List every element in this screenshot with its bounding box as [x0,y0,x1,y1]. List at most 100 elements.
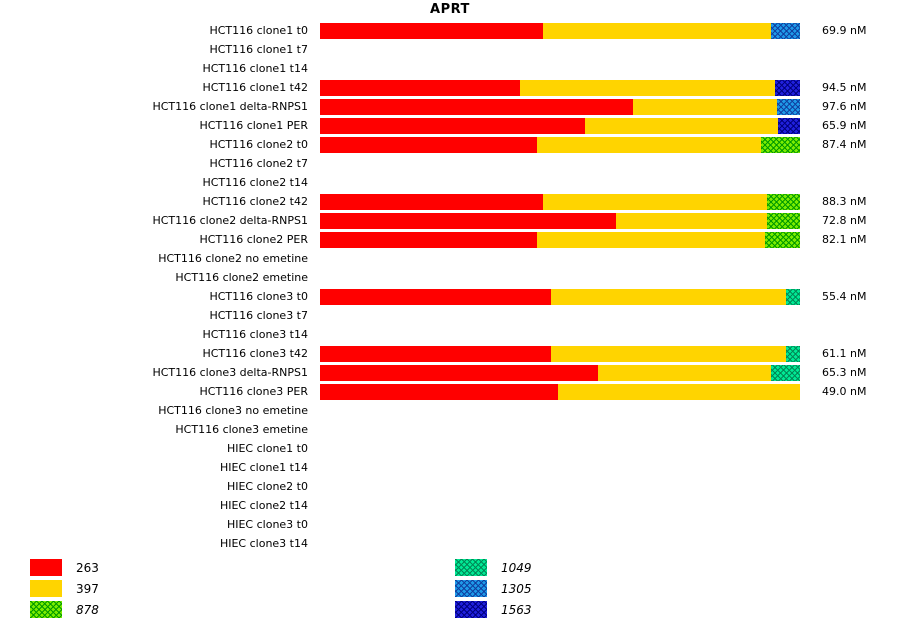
bar-track [320,327,800,343]
row-value: 87.4 nM [822,138,867,151]
bar-segment-263 [320,345,551,362]
row-label: HCT116 clone1 t14 [202,62,308,75]
chart-rows: HCT116 clone1 t0 69.9 nM HCT116 clone1 t7 H… [0,21,900,553]
row-label: HCT116 clone1 t0 [209,24,308,37]
legend-swatch-263 [30,559,62,576]
legend-right-column: 1049 1305 1563 [455,557,532,620]
chart-row: HCT116 clone3 no emetine [0,401,900,420]
bar-segment-397 [550,288,787,305]
chart-title: APRT [430,2,470,17]
bar-track [320,251,800,267]
chart-row: HCT116 clone3 t42 61.1 nM [0,344,900,363]
bar-segment-397 [584,117,778,134]
legend-item-397: 397 [30,578,99,599]
bar-track [320,61,800,77]
chart-row: HCT116 clone1 t14 [0,59,900,78]
row-label: HCT116 clone3 t42 [202,347,308,360]
bar-segment-1049 [786,288,800,305]
row-label: HCT116 clone1 PER [199,119,308,132]
bar-track [320,136,800,153]
row-label: HIEC clone3 t14 [219,537,308,550]
chart-row: HCT116 clone1 delta-RNPS1 97.6 nM [0,97,900,116]
bar-track [320,383,800,400]
legend-label: 397 [76,581,99,596]
bar-track [320,231,800,248]
bar-segment-263 [320,212,617,229]
chart-row: HIEC clone2 t0 [0,477,900,496]
chart-row: HCT116 clone1 t7 [0,40,900,59]
chart-row: HIEC clone1 t14 [0,458,900,477]
chart-row: HCT116 clone3 PER 49.0 nM [0,382,900,401]
legend-item-1305: 1305 [455,578,532,599]
chart-row: HCT116 clone2 delta-RNPS1 72.8 nM [0,211,900,230]
row-label: HCT116 clone1 t7 [209,43,308,56]
bar-track [320,403,800,419]
row-label: HIEC clone3 t0 [226,518,308,531]
bar-segment-263 [320,98,633,115]
chart-row: HIEC clone3 t14 [0,534,900,553]
legend-label: 1049 [501,560,532,575]
legend-item-1563: 1563 [455,599,532,620]
chart-row: HIEC clone2 t14 [0,496,900,515]
chart-row: HCT116 clone3 emetine [0,420,900,439]
row-label: HIEC clone2 t14 [219,499,308,512]
bar-segment-1305 [771,22,800,39]
bar-track [320,22,800,39]
chart-row: HCT116 clone2 t14 [0,173,900,192]
chart-row: HCT116 clone3 t14 [0,325,900,344]
row-label: HCT116 clone2 delta-RNPS1 [152,214,308,227]
row-value: 72.8 nM [822,214,867,227]
chart-row: HCT116 clone3 t0 55.4 nM [0,287,900,306]
row-value: 55.4 nM [822,290,867,303]
legend-swatch-1563 [455,601,487,618]
bar-track [320,79,800,96]
legend-swatch-878 [30,601,62,618]
chart-row: HCT116 clone2 emetine [0,268,900,287]
row-value: 65.3 nM [822,366,867,379]
chart-row: HCT116 clone2 no emetine [0,249,900,268]
bar-segment-263 [320,288,551,305]
bar-segment-878 [766,193,800,210]
bar-segment-263 [320,136,537,153]
chart-row: HCT116 clone2 t7 [0,154,900,173]
bar-track [320,479,800,495]
legend-label: 878 [76,602,99,617]
bar-track [320,117,800,134]
bar-segment-878 [764,231,800,248]
row-label: HCT116 clone1 t42 [202,81,308,94]
chart-row: HCT116 clone1 PER 65.9 nM [0,116,900,135]
row-label: HCT116 clone3 t0 [209,290,308,303]
row-label: HCT116 clone2 PER [199,233,308,246]
chart-row: HIEC clone3 t0 [0,515,900,534]
chart-row: HCT116 clone3 delta-RNPS1 65.3 nM [0,363,900,382]
bar-segment-878 [766,212,800,229]
chart-row: HCT116 clone1 t0 69.9 nM [0,21,900,40]
bar-track [320,98,800,115]
chart-row: HCT116 clone2 t42 88.3 nM [0,192,900,211]
bar-segment-397 [543,22,772,39]
bar-segment-263 [320,117,585,134]
row-label: HCT116 clone3 t14 [202,328,308,341]
bar-track [320,536,800,552]
bar-segment-397 [558,383,800,400]
bar-segment-263 [320,231,537,248]
legend-label: 1305 [501,581,532,596]
bar-segment-397 [543,193,767,210]
row-label: HIEC clone2 t0 [226,480,308,493]
row-label: HCT116 clone3 PER [199,385,308,398]
bar-track [320,308,800,324]
row-label: HCT116 clone3 delta-RNPS1 [152,366,308,379]
bar-track [320,441,800,457]
bar-track [320,270,800,286]
legend-left-column: 263 397 878 [30,557,99,620]
bar-track [320,175,800,191]
row-value: 82.1 nM [822,233,867,246]
legend-swatch-397 [30,580,62,597]
bar-segment-397 [597,364,772,381]
row-label: HCT116 clone2 t42 [202,195,308,208]
legend-swatch-1305 [455,580,487,597]
row-label: HCT116 clone2 t14 [202,176,308,189]
bar-segment-397 [536,136,762,153]
bar-segment-263 [320,79,521,96]
